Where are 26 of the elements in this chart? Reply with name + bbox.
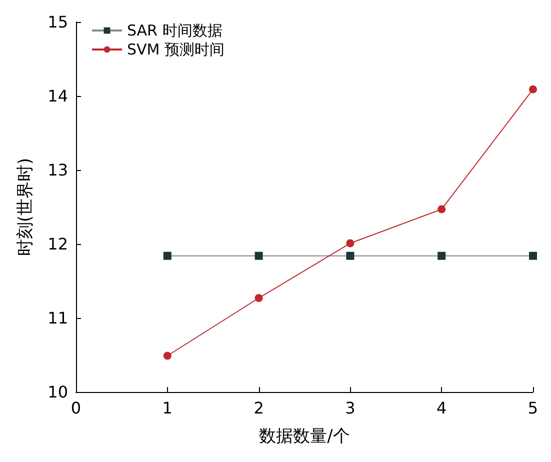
x-tick-label: 3	[345, 398, 356, 418]
x-tick-label: 2	[254, 398, 264, 418]
point	[346, 239, 354, 248]
y-tick-label: 15	[48, 12, 68, 32]
point	[254, 294, 263, 302]
y-tick-label: 10	[48, 382, 68, 402]
point	[438, 205, 446, 214]
point	[254, 252, 263, 260]
y-axis-title: 时刻(世界时)	[16, 158, 36, 256]
point	[529, 85, 537, 94]
point	[346, 252, 354, 260]
legend-label: SAR 时间数据	[127, 22, 222, 40]
y-tick-label: 14	[48, 86, 68, 106]
legend-label: SVM 预测时间	[127, 40, 224, 58]
x-tick-label: 0	[70, 398, 82, 418]
point	[438, 252, 446, 260]
y-tick-label: 12	[48, 234, 68, 254]
point	[163, 252, 172, 260]
y-tick-label: 11	[48, 308, 68, 328]
point	[529, 252, 537, 260]
x-tick-label: 5	[528, 398, 538, 418]
point	[163, 352, 172, 360]
x-tick-label: 4	[436, 398, 447, 418]
x-tick-label: 1	[162, 398, 172, 418]
y-tick-label: 13	[48, 160, 68, 180]
x-axis-title: 数据数量/个	[259, 426, 350, 446]
